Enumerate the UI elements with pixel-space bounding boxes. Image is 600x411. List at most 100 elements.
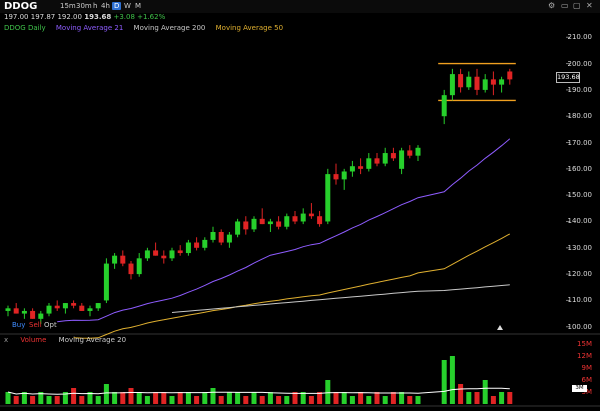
volume-bar: [161, 392, 167, 404]
volume-bar: [21, 392, 27, 404]
volume-legend: x Volume Moving Average 20: [4, 336, 126, 344]
volume-bar: [441, 360, 447, 404]
volume-bar: [259, 396, 265, 404]
tf-30m[interactable]: 30m: [76, 2, 92, 10]
candle-body: [441, 95, 447, 117]
options-button[interactable]: Opt: [44, 321, 57, 329]
tf-d[interactable]: D: [112, 2, 122, 10]
volume-bar: [499, 392, 505, 404]
volume-bar: [243, 396, 249, 404]
tf-h[interactable]: h: [93, 2, 98, 10]
volume-bar: [349, 396, 355, 404]
candle-body: [21, 310, 27, 314]
legend-ma21[interactable]: Moving Average 21: [55, 24, 124, 32]
candle-body: [161, 255, 167, 259]
volume-bar: [194, 396, 200, 404]
candle-body: [374, 158, 380, 164]
candle-body: [390, 153, 396, 159]
quote-change: +3.08: [113, 13, 135, 21]
candle-body: [194, 242, 200, 248]
legend-ma50[interactable]: Moving Average 50: [215, 24, 284, 32]
price-tick-label: 140.00: [567, 217, 593, 226]
candle-body: [38, 313, 44, 319]
volume-title[interactable]: Volume: [20, 336, 47, 344]
volume-bar: [54, 396, 60, 404]
volume-bar: [333, 392, 339, 404]
volume-bar: [325, 380, 331, 404]
volume-bar: [46, 396, 52, 404]
candle-body: [128, 263, 134, 275]
minimize-icon[interactable]: ▭: [561, 1, 569, 10]
volume-tick-label: 15M: [577, 340, 592, 348]
candle-body: [458, 74, 464, 88]
quote-close: 193.68: [84, 13, 112, 21]
volume-bar: [235, 392, 241, 404]
close-icon[interactable]: ✕: [586, 1, 593, 10]
sell-button[interactable]: Sell: [29, 321, 42, 329]
candle-body: [466, 76, 472, 88]
candle-body: [5, 308, 11, 311]
candle-body: [325, 174, 331, 222]
buy-button[interactable]: Buy: [12, 321, 26, 329]
candle-body: [13, 308, 19, 314]
candle-body: [333, 174, 339, 180]
candle-body: [490, 79, 496, 85]
volume-bar: [482, 380, 488, 404]
candle-body: [308, 213, 314, 217]
candle-body: [276, 221, 282, 227]
candle-body: [449, 74, 455, 96]
close-volume-icon[interactable]: x: [4, 336, 9, 344]
settings-icon[interactable]: ⚙: [548, 1, 556, 10]
volume-bar: [185, 392, 191, 404]
volume-bar: [13, 396, 19, 404]
candle-body: [144, 250, 150, 259]
volume-tick-label: 6M: [581, 376, 593, 384]
ticker-symbol[interactable]: DDOG: [4, 1, 38, 12]
volume-bar: [341, 392, 347, 404]
volume-bar: [95, 396, 101, 404]
maximize-icon[interactable]: ▢: [573, 1, 581, 10]
volume-bar: [153, 392, 159, 404]
legend-ma200[interactable]: Moving Average 200: [133, 24, 206, 32]
tf-4h[interactable]: 4h: [101, 2, 110, 10]
candle-body: [169, 250, 175, 259]
legend-price[interactable]: DDOG Daily: [4, 24, 46, 32]
candle-body: [300, 213, 306, 222]
candle-body: [382, 153, 388, 164]
price-tick-label: 180.00: [567, 112, 593, 121]
volume-tick-label: 12M: [577, 352, 592, 360]
volume-bar: [317, 392, 323, 404]
volume-bar: [169, 396, 175, 404]
tf-15m[interactable]: 15m: [60, 2, 76, 10]
volume-bar: [507, 392, 513, 404]
volume-bar: [112, 392, 118, 404]
candle-body: [507, 71, 513, 80]
volume-bar: [218, 396, 224, 404]
volume-bar: [5, 392, 11, 404]
scroll-marker-icon: [497, 325, 503, 330]
volume-bar: [71, 388, 77, 404]
candle-body: [349, 166, 355, 172]
candle-body: [54, 305, 60, 309]
volume-bar: [62, 392, 68, 404]
volume-bar: [276, 396, 282, 404]
price-tick-label: 110.00: [567, 296, 593, 305]
tf-m[interactable]: M: [135, 2, 142, 10]
quote-open: 197.00: [4, 13, 29, 21]
volume-bar: [226, 392, 232, 404]
volume-bar: [79, 396, 85, 404]
volume-tag: 3M: [572, 385, 587, 392]
tf-w[interactable]: W: [124, 2, 131, 10]
volume-tick-label: 9M: [581, 364, 593, 372]
volume-bar: [292, 392, 298, 404]
candle-body: [235, 221, 241, 235]
candle-body: [407, 150, 413, 156]
volume-ma-label[interactable]: Moving Average 20: [58, 336, 127, 344]
chart-legend: DDOG Daily Moving Average 21 Moving Aver…: [4, 24, 291, 32]
quote-line: 197.00 197.87 192.00 193.68 +3.08 +1.62%: [4, 13, 165, 21]
candle-body: [202, 239, 208, 248]
price-tick-label: 130.00: [567, 243, 593, 252]
volume-bar: [210, 388, 216, 404]
price-tick-label: 120.00: [567, 270, 593, 279]
